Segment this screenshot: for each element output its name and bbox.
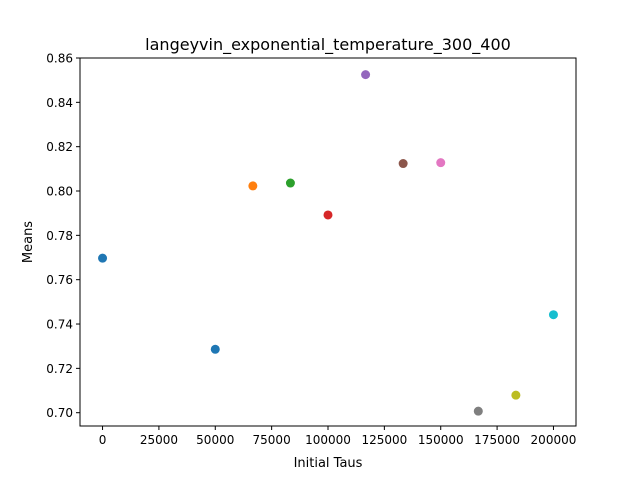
- data-point: [248, 181, 258, 191]
- y-tick-label: 0.76: [46, 273, 73, 287]
- x-tick-label: 175000: [474, 433, 520, 447]
- data-point: [361, 70, 371, 80]
- x-axis-label: Initial Taus: [294, 456, 363, 471]
- x-tick-label: 125000: [361, 433, 407, 447]
- data-point: [473, 406, 483, 416]
- data-point: [548, 310, 558, 320]
- x-tick-label: 200000: [531, 433, 577, 447]
- plot-area: [98, 70, 558, 416]
- y-tick-label: 0.74: [46, 318, 73, 332]
- y-tick-label: 0.70: [46, 406, 73, 420]
- x-tick-label: 75000: [253, 433, 291, 447]
- x-tick-label: 150000: [418, 433, 464, 447]
- y-tick-label: 0.80: [46, 185, 73, 199]
- x-tick-label: 25000: [140, 433, 178, 447]
- data-point: [398, 159, 408, 169]
- data-point: [436, 158, 446, 168]
- data-point: [323, 210, 333, 220]
- y-tick-label: 0.72: [46, 362, 73, 376]
- x-axis: 0 25000 50000 75000 100000 125000 150000 175000…: [99, 426, 577, 447]
- x-tick-label: 50000: [196, 433, 234, 447]
- y-tick-label: 0.86: [46, 52, 73, 66]
- data-point: [210, 344, 220, 354]
- y-tick-label: 0.84: [46, 96, 73, 110]
- y-tick-label: 0.82: [46, 140, 73, 154]
- y-axis: 0.70 0.72 0.74 0.76 0.78 0.80 0.82 0.84 0.86: [46, 52, 80, 420]
- x-tick-label: 100000: [305, 433, 351, 447]
- y-tick-label: 0.78: [46, 229, 73, 243]
- chart-title: langeyvin_exponential_temperature_300_40…: [145, 35, 511, 55]
- x-tick-label: 0: [99, 433, 107, 447]
- data-point: [511, 390, 521, 400]
- data-point: [285, 178, 295, 188]
- y-axis-label: Means: [21, 221, 36, 263]
- data-point: [98, 253, 108, 263]
